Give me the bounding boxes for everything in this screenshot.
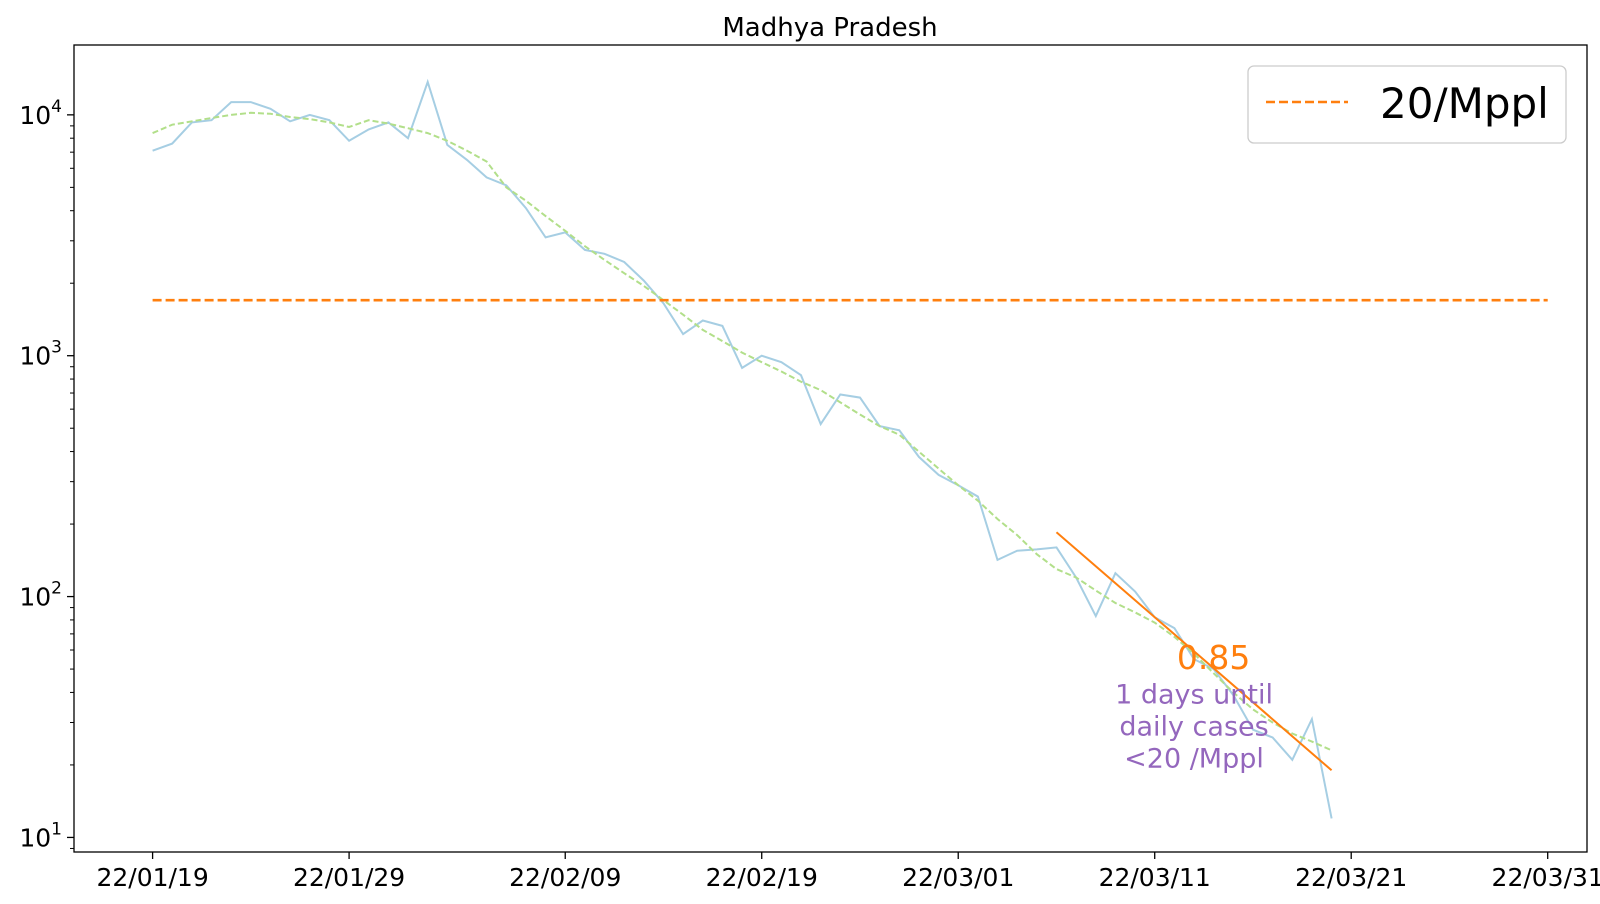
legend-label: 20/Mppl: [1380, 79, 1549, 128]
x-tick-label: 22/03/01: [902, 863, 1014, 892]
y-tick-label: 103: [19, 338, 62, 371]
days-until-annotation-line: <20 /Mppl: [1124, 743, 1264, 774]
x-tick-label: 22/02/09: [509, 863, 621, 892]
trend-line: [1055, 531, 1333, 772]
x-tick-label: 22/01/29: [293, 863, 405, 892]
x-tick-label: 22/03/31: [1492, 863, 1600, 892]
y-tick-label: 104: [19, 97, 62, 130]
chart-title: Madhya Pradesh: [722, 13, 937, 43]
smoothed-line: [152, 111, 1333, 752]
ratio-annotation: 0.85: [1177, 638, 1250, 677]
daily-cases-line: [152, 78, 1333, 819]
x-tick-label: 22/01/19: [96, 863, 208, 892]
x-axis: 22/01/19 22/01/29 22/02/09 22/02/19 22/03/01…: [96, 852, 1600, 892]
legend-box: [1247, 65, 1567, 144]
legend: 20/Mppl: [1247, 65, 1567, 144]
y-tick-label: 101: [19, 819, 62, 852]
x-tick-label: 22/03/21: [1295, 863, 1407, 892]
y-tick-label: 102: [19, 579, 62, 612]
plot-frame: [73, 44, 1588, 853]
x-tick-label: 22/03/11: [1099, 863, 1211, 892]
days-until-annotation-line: 1 days until: [1115, 679, 1273, 710]
y-axis: 101 102 103 104: [19, 97, 74, 852]
x-tick-label: 22/02/19: [706, 863, 818, 892]
days-until-annotation-line: daily cases: [1119, 711, 1268, 742]
plot-content: [152, 78, 1548, 819]
